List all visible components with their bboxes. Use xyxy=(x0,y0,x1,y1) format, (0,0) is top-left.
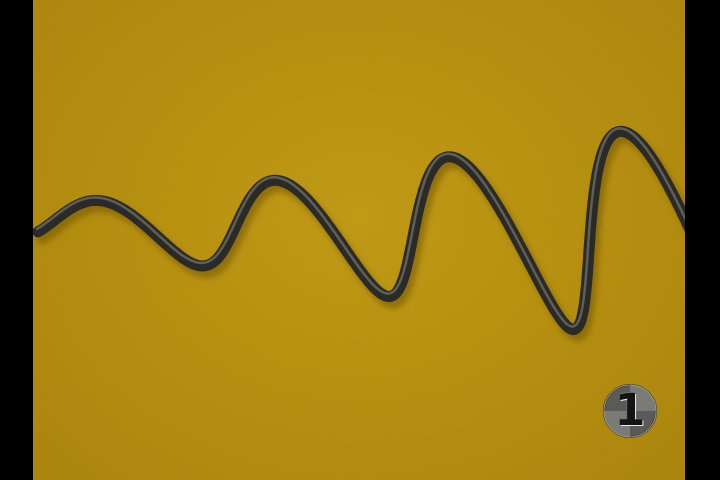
surface-texture xyxy=(33,0,685,480)
channel-logo-disc xyxy=(603,384,657,438)
mustard-background: 1 xyxy=(33,0,685,480)
coil-spring xyxy=(33,125,685,335)
scene-svg xyxy=(33,0,685,480)
channel-logo: 1 xyxy=(602,383,658,439)
coil-spring-highlight xyxy=(35,127,685,328)
channel-number: 1 xyxy=(614,385,646,436)
